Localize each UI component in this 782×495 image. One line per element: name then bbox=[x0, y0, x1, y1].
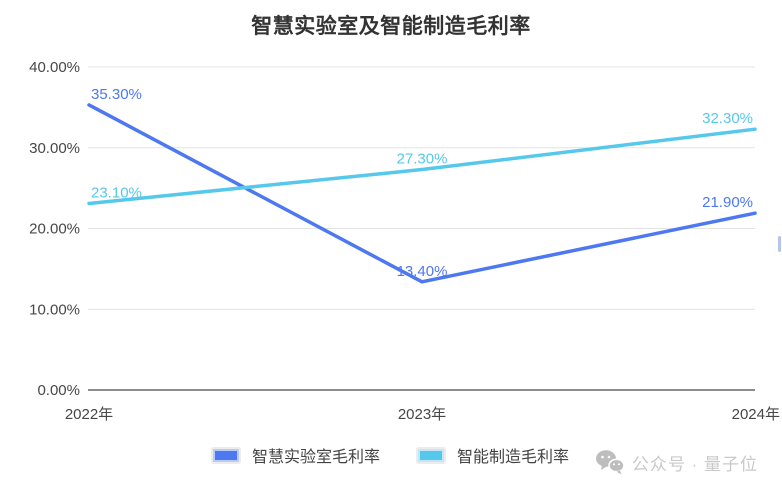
legend-label-smart-manufacturing: 智能制造毛利率 bbox=[457, 449, 570, 466]
series-line-0 bbox=[87, 103, 757, 284]
y-tick-label: 20.00% bbox=[29, 221, 80, 238]
y-tick-label: 30.00% bbox=[29, 140, 80, 157]
x-tick-label: 2022年 bbox=[65, 406, 113, 423]
legend-swatch-smart-manufacturing bbox=[418, 448, 444, 462]
point-label: 21.90% bbox=[702, 194, 753, 211]
scrollbar-thumb-fragment[interactable] bbox=[778, 236, 781, 252]
legend-item-smart-manufacturing[interactable]: 智能制造毛利率 bbox=[418, 443, 569, 467]
legend-swatch-smart-lab bbox=[212, 448, 239, 462]
chart-title: 智慧实验室及智能制造毛利率 bbox=[251, 15, 531, 38]
x-tick-label: 2023年 bbox=[398, 406, 446, 423]
y-tick-label: 0.00% bbox=[37, 382, 80, 399]
point-label: 23.10% bbox=[91, 184, 142, 201]
point-label: 35.30% bbox=[91, 86, 142, 103]
point-label: 32.30% bbox=[702, 110, 753, 127]
watermark-text: 公众号 · 量子位 bbox=[631, 454, 758, 474]
line-chart-plot: 0.00% 10.00% 20.00% 30.00% 40.00% 2022年 2023年 2… bbox=[29, 59, 780, 423]
watermark: 公众号 · 量子位 bbox=[595, 449, 758, 475]
chart-legend: 智慧实验室毛利率 智能制造毛利率 bbox=[0, 444, 782, 466]
point-label: 27.30% bbox=[397, 151, 448, 168]
legend-label-smart-lab: 智慧实验室毛利率 bbox=[251, 449, 380, 466]
y-tick-label: 40.00% bbox=[29, 59, 80, 76]
point-label: 13.40% bbox=[397, 263, 448, 280]
x-tick-label: 2024年 bbox=[732, 406, 780, 423]
y-tick-label: 10.00% bbox=[29, 301, 80, 318]
legend-item-smart-lab[interactable]: 智慧实验室毛利率 bbox=[212, 443, 380, 467]
series-line-1 bbox=[87, 127, 757, 206]
wechat-icon bbox=[595, 450, 625, 475]
